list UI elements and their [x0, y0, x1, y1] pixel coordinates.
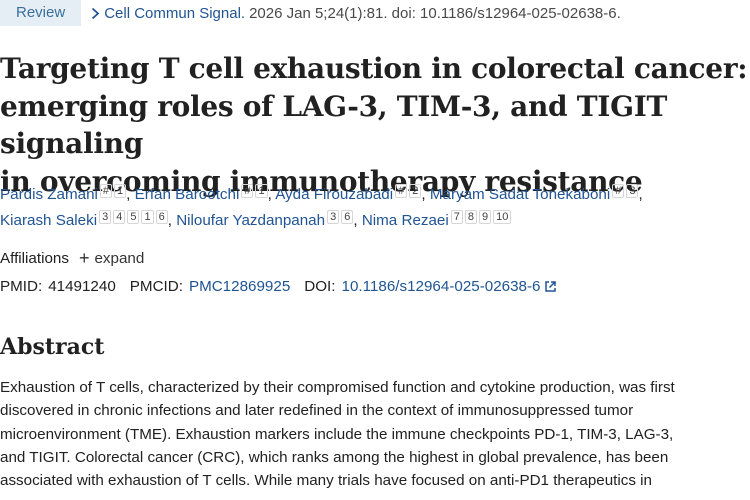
- pmid-label: PMID:: [0, 277, 43, 295]
- affiliation-ref[interactable]: 2: [409, 184, 422, 198]
- affiliation-ref[interactable]: #: [241, 184, 254, 198]
- pmcid-label: PMCID:: [129, 277, 183, 295]
- affiliation-ref[interactable]: 1: [255, 184, 268, 198]
- author-link[interactable]: Kiarash Saleki: [0, 212, 98, 229]
- affiliations-label: Affiliations: [0, 249, 69, 267]
- affiliation-ref[interactable]: #: [395, 184, 408, 198]
- title-line: emerging roles of LAG-3, TIM-3, and TIGI…: [0, 89, 668, 161]
- affiliation-ref[interactable]: 10: [493, 210, 512, 224]
- identifiers-row: PMID: 41491240 PMCID: PMC12869925 DOI: 1…: [0, 275, 557, 297]
- authors-list: Pardis Zamani #1, Erfan Barootchi #1, Ayda…: [0, 182, 750, 234]
- article-title: Targeting T cell exhaustion in colorecta…: [0, 50, 750, 200]
- citation-text: 2026 Jan 5;24(1):81. doi: 10.1186/s12964…: [249, 4, 621, 22]
- journal-link[interactable]: Cell Commun Signal.: [104, 4, 246, 22]
- affiliation-ref[interactable]: 7: [450, 210, 463, 224]
- affiliation-ref[interactable]: 4: [113, 210, 126, 224]
- affiliation-ref[interactable]: #: [612, 184, 625, 198]
- title-line: in overcoming immunotherapy resistance: [0, 164, 643, 198]
- author-link[interactable]: Ayda Firouzabadi: [275, 186, 394, 203]
- author-link[interactable]: Nima Rezaei: [361, 212, 449, 229]
- abstract-line: associated with exhaustion of T cells. W…: [0, 472, 652, 490]
- abstract-line: and TIGIT. Colorectal cancer (CRC), whic…: [0, 448, 669, 466]
- author-separator: ,: [421, 186, 426, 203]
- title-line: Targeting T cell exhaustion in colorecta…: [0, 52, 748, 85]
- affiliation-ref[interactable]: 3: [327, 210, 340, 224]
- affiliation-ref[interactable]: 5: [127, 210, 140, 224]
- affiliation-ref[interactable]: #: [99, 184, 113, 198]
- affiliation-ref[interactable]: 3: [626, 184, 639, 198]
- author-link[interactable]: Pardis Zamani: [0, 186, 98, 203]
- external-link-icon[interactable]: [544, 280, 557, 293]
- affiliation-ref[interactable]: 1: [114, 184, 127, 198]
- author-separator: ,: [167, 212, 172, 229]
- pmcid-link[interactable]: PMC12869925: [188, 277, 291, 295]
- doi-label: DOI:: [304, 277, 336, 295]
- author-entry: Ayda Firouzabadi #2,: [275, 184, 430, 203]
- affiliation-ref[interactable]: 6: [155, 210, 168, 224]
- pmid-value: 41491240: [48, 277, 116, 295]
- expand-affiliations-button[interactable]: + expand: [79, 249, 144, 267]
- affiliation-ref[interactable]: 6: [341, 210, 354, 224]
- author-entry: Erfan Barootchi #1,: [134, 184, 276, 203]
- author-link[interactable]: Maryam Sadat Tonekaboni: [429, 186, 611, 203]
- chevron-right-icon[interactable]: [91, 7, 100, 20]
- affiliation-ref[interactable]: 1: [141, 210, 154, 224]
- abstract-line: microenvironment (TME). Exhaustion marke…: [0, 425, 674, 443]
- author-separator: ,: [126, 186, 131, 203]
- abstract-line: Exhaustion of T cells, characterized by …: [0, 379, 675, 396]
- author-separator: ,: [638, 186, 643, 203]
- citation-bar: Review Cell Commun Signal. 2026 Jan 5;24…: [0, 0, 750, 26]
- author-entry: Niloufar Yazdanpanah 3 6,: [176, 210, 362, 229]
- author-link[interactable]: Erfan Barootchi: [134, 186, 240, 203]
- author-separator: ,: [267, 186, 272, 203]
- affiliation-ref[interactable]: 8: [464, 210, 477, 224]
- author-entry: Pardis Zamani #1,: [0, 184, 135, 203]
- author-entry: Kiarash Saleki 3 4 5 1 6,: [0, 210, 176, 229]
- author-entry: Maryam Sadat Tonekaboni #3,: [429, 184, 643, 203]
- doi-link[interactable]: 10.1186/s12964-025-02638-6: [341, 277, 541, 295]
- affiliation-ref[interactable]: 3: [99, 210, 112, 224]
- affiliations-row: Affiliations + expand: [0, 247, 144, 269]
- article-type-badge[interactable]: Review: [0, 0, 82, 26]
- abstract-line: discovered in chronic infections and lat…: [0, 402, 634, 420]
- author-link[interactable]: Niloufar Yazdanpanah: [176, 212, 326, 229]
- plus-icon: +: [78, 248, 90, 268]
- author-separator: ,: [353, 212, 358, 229]
- abstract-heading: Abstract: [0, 334, 105, 360]
- abstract-text: Exhaustion of T cells, characterized by …: [0, 376, 750, 492]
- author-entry: Nima Rezaei 7 8 9 10: [361, 210, 512, 229]
- expand-label: expand: [94, 249, 145, 267]
- affiliation-ref[interactable]: 9: [479, 210, 492, 224]
